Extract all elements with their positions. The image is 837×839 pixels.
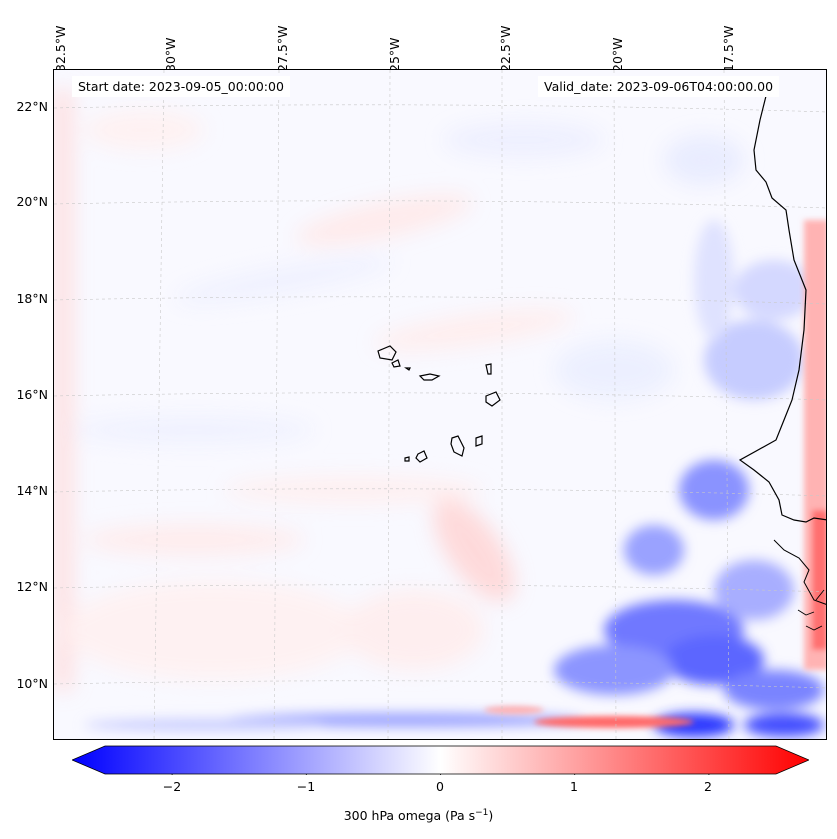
lon-label-20w: 20°W bbox=[610, 37, 625, 72]
colorbar bbox=[72, 745, 809, 775]
island-sao-nicolau bbox=[418, 373, 441, 381]
coastline-bijagos bbox=[797, 589, 825, 631]
lat-label-14n: 14°N bbox=[16, 483, 48, 498]
omega-field-faint bbox=[54, 90, 744, 690]
valid-date-label: Valid_date: 2023-09-06T04:00:00.00 bbox=[538, 76, 780, 97]
colorbar-tick-label: 1 bbox=[570, 779, 578, 794]
lat-label-18n: 18°N bbox=[16, 291, 48, 306]
island-boa-vista bbox=[485, 391, 501, 407]
lat-label-20n: 20°N bbox=[16, 194, 48, 209]
island-santo-antao bbox=[377, 345, 397, 361]
lon-label-25w: 25°W bbox=[387, 37, 402, 72]
lon-label-27-5w: 27.5°W bbox=[275, 25, 290, 72]
coastline-guinea bbox=[773, 539, 826, 605]
lat-label-10n: 10°N bbox=[16, 676, 48, 691]
island-brava bbox=[404, 456, 410, 462]
lat-label-12n: 12°N bbox=[16, 579, 48, 594]
colorbar-label: 300 hPa omega (Pa s−1) bbox=[343, 808, 494, 824]
omega-field-descent bbox=[484, 220, 826, 728]
lon-label-17-5w: 17.5°W bbox=[721, 25, 736, 72]
island-sao-vicente bbox=[391, 359, 401, 368]
lon-label-32-5w: 32.5°W bbox=[53, 25, 68, 72]
colorbar-body bbox=[72, 745, 809, 775]
colorbar-tick-label: −2 bbox=[162, 779, 182, 794]
island-maio bbox=[475, 435, 483, 447]
coastline-africa bbox=[738, 95, 826, 523]
start-date-label: Start date: 2023-09-05_00:00:00 bbox=[72, 76, 290, 97]
island-santa-luzia bbox=[404, 367, 411, 371]
lat-label-16n: 16°N bbox=[16, 387, 48, 402]
colorbar-tick-label: 0 bbox=[436, 779, 444, 794]
lat-label-22n: 22°N bbox=[16, 99, 48, 114]
island-sal bbox=[485, 363, 492, 375]
colorbar-tick-label: −1 bbox=[296, 779, 316, 794]
lon-label-30w: 30°W bbox=[163, 37, 178, 72]
omega-field-map bbox=[54, 70, 826, 739]
island-fogo bbox=[415, 450, 428, 463]
colorbar-tick-label: 2 bbox=[704, 779, 712, 794]
island-santiago bbox=[450, 435, 465, 457]
map-panel[interactable] bbox=[53, 69, 827, 740]
omega-field-ascent bbox=[84, 220, 824, 737]
graticule bbox=[54, 70, 826, 739]
lon-label-22-5w: 22.5°W bbox=[498, 25, 513, 72]
cape-verde-islands bbox=[377, 345, 501, 463]
